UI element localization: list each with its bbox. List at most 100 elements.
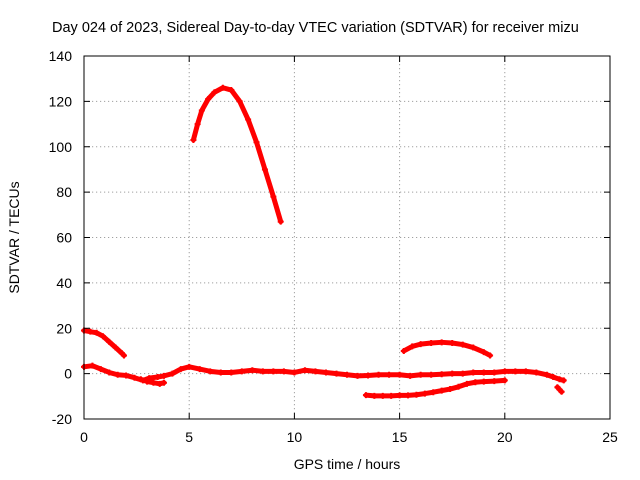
- series-arc-high: [190, 84, 284, 225]
- data-point: [558, 388, 565, 395]
- data-point: [333, 370, 340, 377]
- y-tick-label: 20: [56, 320, 72, 336]
- series-baseline: [81, 362, 567, 384]
- data-point: [277, 218, 284, 225]
- data-point: [550, 374, 557, 381]
- x-tick-label: 5: [185, 429, 193, 445]
- data-point: [396, 371, 403, 378]
- y-tick-label: 0: [64, 366, 72, 382]
- data-point: [144, 378, 151, 385]
- data-point: [211, 89, 218, 96]
- x-tick-label: 25: [602, 429, 618, 445]
- data-point: [186, 363, 193, 370]
- data-point: [449, 339, 456, 346]
- series-trace: [190, 85, 284, 225]
- data-point: [259, 368, 266, 375]
- data-point: [501, 368, 508, 375]
- x-tick-label: 10: [287, 429, 303, 445]
- data-point: [491, 369, 498, 376]
- data-point: [487, 352, 494, 359]
- data-point: [560, 377, 567, 384]
- data-point: [533, 369, 540, 376]
- data-point: [400, 347, 407, 354]
- data-point: [522, 368, 529, 375]
- x-tick-label: 0: [80, 429, 88, 445]
- data-point: [322, 369, 329, 376]
- data-point: [417, 371, 424, 378]
- data-point: [409, 343, 416, 350]
- data-point: [196, 366, 203, 373]
- data-point: [270, 193, 277, 200]
- x-tick-label: 20: [497, 429, 513, 445]
- data-point: [543, 371, 550, 378]
- data-point: [554, 384, 561, 391]
- data-point: [421, 390, 428, 397]
- data-point: [312, 368, 319, 375]
- data-point: [160, 379, 167, 386]
- data-point: [379, 392, 386, 399]
- data-point: [470, 369, 477, 376]
- data-point: [131, 374, 138, 381]
- data-point: [154, 374, 161, 381]
- axis-ticks: 0 5 10 15 20 25 -20 0 20 40 60 80 100 120 140: [49, 48, 618, 445]
- data-point: [449, 370, 456, 377]
- data-point: [207, 368, 214, 375]
- data-point: [344, 371, 350, 378]
- series-trace: [401, 339, 493, 358]
- data-point: [428, 371, 435, 378]
- data-point: [405, 392, 412, 399]
- series-late-end: [554, 384, 565, 395]
- y-tick-label: 140: [49, 48, 73, 64]
- data-point: [249, 367, 256, 374]
- data-point: [97, 366, 104, 373]
- data-point: [463, 380, 470, 387]
- data-point: [396, 392, 403, 399]
- y-tick-label: 100: [49, 139, 73, 155]
- data-point: [87, 328, 94, 335]
- data-point: [194, 121, 201, 128]
- data-point: [447, 386, 454, 393]
- data-point: [375, 371, 382, 378]
- data-point: [228, 369, 235, 376]
- data-point: [160, 372, 167, 379]
- data-point: [301, 367, 308, 374]
- data-point: [438, 339, 445, 346]
- data-point: [501, 377, 508, 384]
- data-point: [365, 372, 372, 379]
- data-point: [280, 368, 287, 375]
- data-point: [438, 387, 445, 394]
- data-point: [99, 333, 106, 340]
- data-point: [150, 379, 157, 386]
- x-tick-label: 15: [392, 429, 408, 445]
- data-point: [177, 366, 184, 373]
- data-point: [114, 371, 121, 378]
- data-point: [253, 139, 260, 146]
- data-point: [417, 341, 424, 348]
- series-arc-mid: [400, 339, 494, 359]
- data-point: [472, 379, 479, 386]
- data-point: [413, 391, 420, 398]
- data-point: [556, 376, 563, 383]
- data-point: [219, 84, 226, 91]
- data-point: [261, 166, 268, 173]
- data-point: [93, 329, 100, 336]
- data-point: [270, 368, 277, 375]
- data-point: [228, 87, 235, 94]
- grid: [84, 56, 610, 419]
- data-point: [459, 370, 466, 377]
- series-arc-negative: [362, 377, 508, 399]
- data-point: [106, 369, 113, 376]
- data-point: [362, 392, 369, 399]
- y-axis-label: SDTVAR / TECUs: [6, 181, 22, 293]
- y-tick-label: 120: [49, 93, 73, 109]
- data-point: [428, 339, 435, 346]
- y-tick-label: 60: [56, 230, 72, 246]
- data-point: [169, 370, 176, 377]
- data-point: [120, 352, 127, 359]
- data-point: [438, 371, 445, 378]
- data-point: [430, 389, 437, 396]
- data-point: [89, 362, 96, 369]
- data-point: [198, 107, 205, 114]
- chart-title: Day 024 of 2023, Sidereal Day-to-day VTE…: [52, 20, 579, 36]
- data-point: [205, 96, 212, 103]
